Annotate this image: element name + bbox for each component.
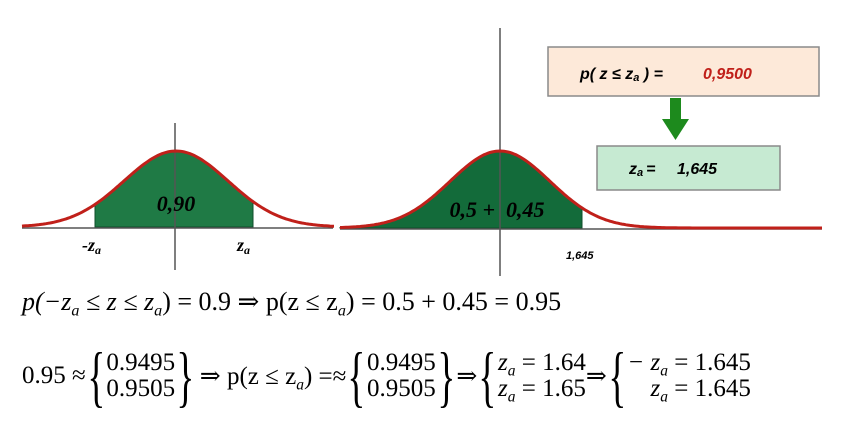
- formula1-sub2: a: [154, 302, 163, 320]
- left-brace: {: [87, 337, 106, 414]
- right-brace: }: [437, 337, 456, 414]
- formula1-sub1: a: [71, 302, 80, 320]
- set2-value-b: 0.9505: [367, 374, 436, 402]
- za2-sub: a: [507, 388, 516, 406]
- z-value: 1,645: [677, 161, 718, 178]
- z-value-expression: za =: [628, 161, 655, 179]
- set2-value-a: 0.9495: [367, 348, 436, 376]
- down-arrow-icon: [662, 98, 689, 140]
- right-brace: }: [176, 337, 195, 414]
- neg-z-label: -za: [82, 235, 101, 257]
- probability-value: 0,9500: [703, 66, 752, 83]
- tick-label-1645: 1,645: [566, 250, 594, 262]
- formula1-part3: ) = 0.9 ⇒ p(z ≤ z: [162, 287, 338, 316]
- right-plot: 0,5 + 0,45 1,645: [339, 28, 822, 276]
- set-1: { 0.9495 0.9505 }: [86, 337, 196, 414]
- za2-symbol: z: [497, 374, 508, 402]
- probability-expression: p( z ≤ za ) =: [579, 66, 663, 84]
- r1-symbol: − z: [627, 348, 661, 376]
- left-area-label: 0,90: [157, 191, 196, 216]
- left-brace: {: [347, 337, 366, 414]
- z-value-box-bg: [596, 145, 781, 191]
- formula1-sub3: a: [337, 302, 346, 320]
- set-3: { za = 1.64 za = 1.65: [477, 337, 586, 414]
- r2-sub: a: [660, 388, 669, 406]
- set1-value-a: 0.9495: [106, 348, 176, 376]
- formula-line-1: p(−za ≤ z ≤ za) = 0.9 ⇒ p(z ≤ za) = 0.5 …: [22, 287, 562, 320]
- r2-symbol: z: [650, 374, 661, 402]
- left-normal-curve: [21, 149, 334, 228]
- formula1-part4: ) = 0.5 + 0.45 = 0.95: [345, 287, 562, 316]
- set-4: { − za = 1.645 za = 1.645: [607, 337, 751, 414]
- formula1-part1: p(−z: [22, 287, 72, 316]
- formula1-part2: ≤ z ≤ z: [79, 287, 155, 316]
- probability-box-bg: [547, 46, 820, 97]
- formula2-mid-b: ) =≈: [303, 363, 347, 390]
- implies-arrow-2: ⇒: [585, 363, 607, 390]
- left-brace: {: [608, 337, 627, 414]
- za1-symbol: z: [497, 348, 508, 376]
- z-label: za: [236, 235, 250, 257]
- formula-line-2: 0.95 ≈ { 0.9495 0.9505 } ⇒ p(z ≤ za) =≈ {…: [22, 336, 751, 416]
- za2-value: = 1.65: [515, 374, 586, 402]
- implies-arrow: ⇒: [456, 363, 478, 390]
- r2-value: = 1.645: [668, 374, 751, 402]
- left-brace: {: [478, 337, 497, 414]
- za1-value: = 1.64: [515, 348, 586, 376]
- formula2-mid-a: ⇒ p(z ≤ z: [199, 363, 297, 390]
- formula2-lead: 0.95 ≈: [22, 362, 86, 389]
- right-normal-curve: [340, 149, 822, 230]
- formula2-mid-sub: a: [296, 376, 304, 394]
- set1-value-b: 0.9505: [106, 374, 176, 402]
- za1-sub: a: [507, 362, 516, 380]
- set-2: { 0.9495 0.9505 }: [346, 337, 456, 414]
- r1-value: = 1.645: [668, 348, 751, 376]
- r1-sub: a: [660, 362, 669, 380]
- right-area-label: 0,5 + 0,45: [449, 197, 544, 222]
- z-value-box: za = 1,645: [596, 145, 781, 191]
- probability-box: p( z ≤ za ) = 0,9500: [547, 46, 820, 97]
- left-plot: 0,90 -za za: [21, 123, 334, 270]
